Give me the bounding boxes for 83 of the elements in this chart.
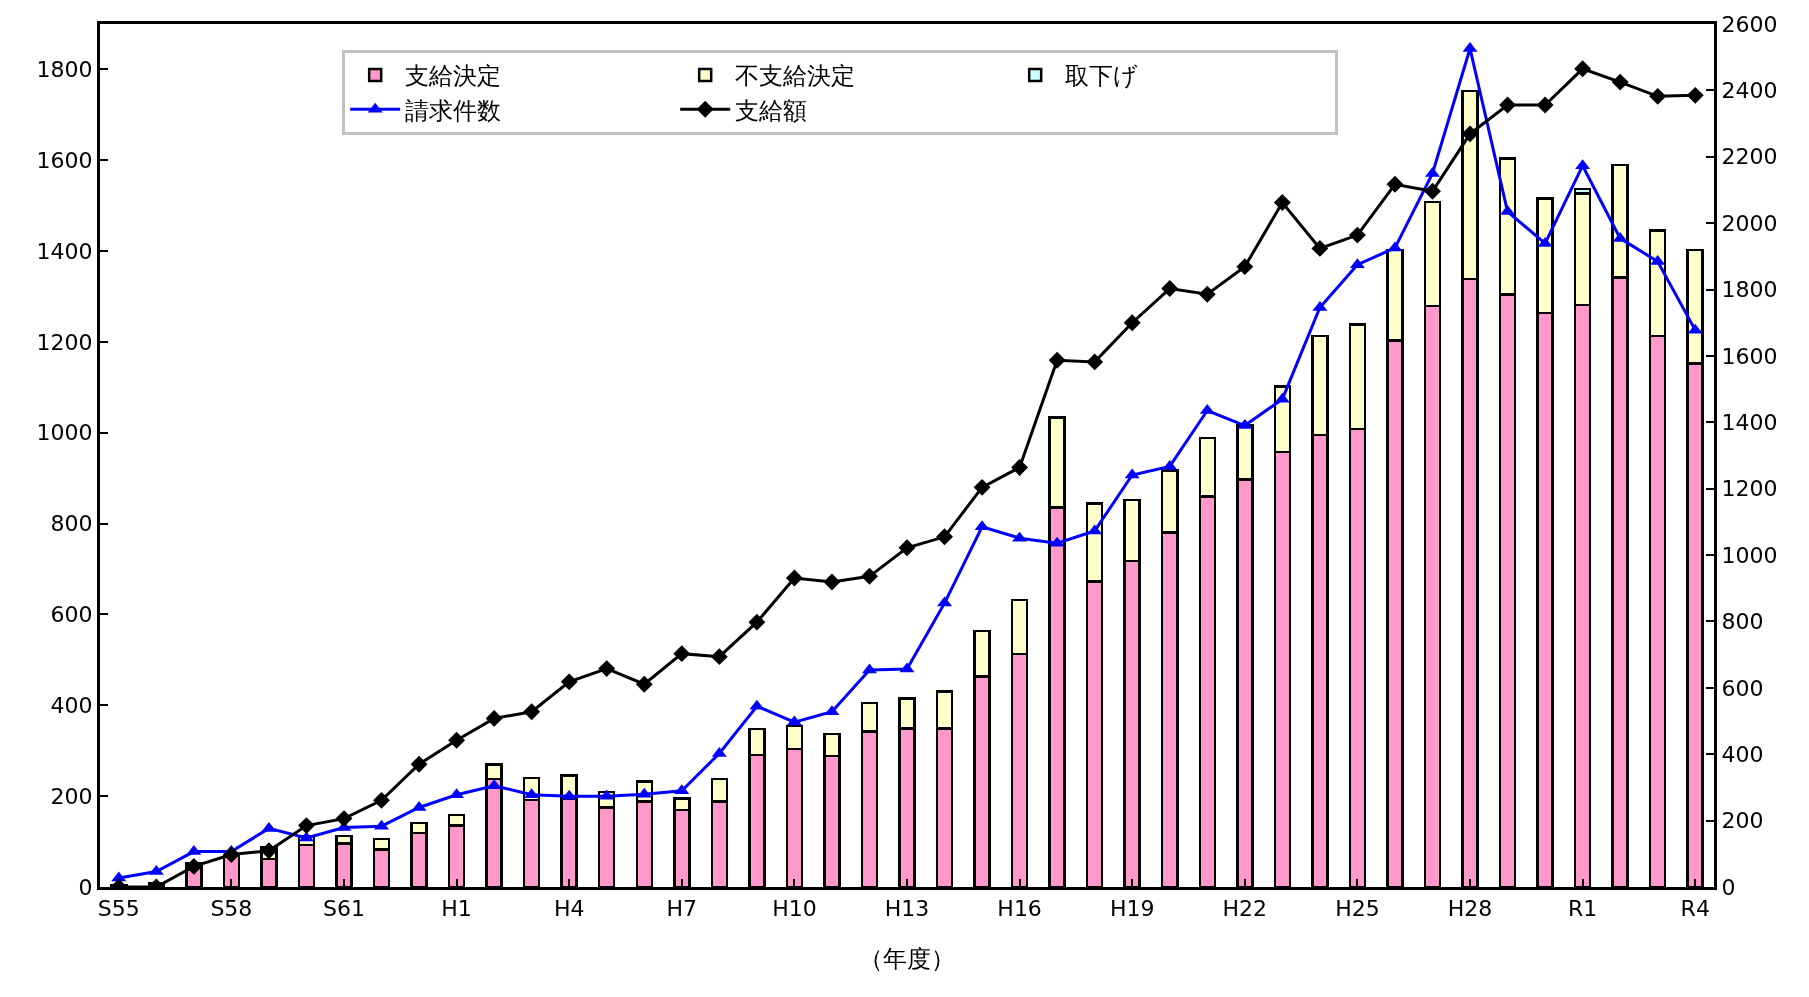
point	[1086, 353, 1104, 371]
x-tick-label: S61	[323, 896, 365, 922]
point	[823, 573, 841, 591]
point	[1011, 459, 1029, 476]
point	[1273, 194, 1291, 212]
x-tick-label: H22	[1222, 896, 1268, 922]
y2-tick-label: 2000	[1721, 210, 1778, 236]
y2-tick-label: 0	[1721, 874, 1736, 900]
legend-label: 支給額	[735, 96, 808, 125]
point	[1123, 314, 1141, 332]
y2-tick-label: 2400	[1721, 78, 1778, 104]
point	[861, 567, 878, 585]
point	[1499, 96, 1517, 114]
x-tick-label: S55	[97, 896, 140, 922]
y2-tick-label: 1400	[1721, 410, 1778, 436]
y2-tick-label: 400	[1721, 741, 1764, 767]
x-tick-label: H13	[884, 896, 930, 922]
point	[1348, 226, 1366, 244]
legend-label: 不支給決定	[735, 62, 856, 91]
point	[523, 703, 541, 721]
point	[335, 810, 353, 828]
x-axis-title: （年度）	[859, 944, 955, 973]
y-tick-label: 800	[50, 511, 93, 537]
point	[373, 791, 390, 809]
point	[448, 731, 466, 749]
y2-tick-label: 800	[1721, 609, 1764, 635]
point	[898, 539, 916, 557]
y-tick-label: 200	[50, 783, 93, 809]
point	[785, 569, 803, 587]
y2-tick-label: 1800	[1721, 277, 1778, 303]
point	[1649, 87, 1667, 105]
y2-tick-label: 600	[1721, 675, 1764, 701]
point	[1611, 73, 1629, 91]
y2-tick-label: 2600	[1721, 11, 1778, 37]
y2-tick-label: 1000	[1721, 542, 1778, 568]
point	[485, 709, 503, 727]
y-tick-label: 1200	[36, 329, 93, 355]
y2-tick-label: 1600	[1721, 343, 1778, 369]
point	[297, 817, 315, 835]
x-tick-label: H7	[666, 896, 698, 922]
x-tick-label: H25	[1335, 896, 1380, 922]
x-tick-label: H10	[772, 896, 817, 922]
x-tick-label: H4	[553, 896, 585, 922]
point	[1048, 351, 1066, 369]
point	[748, 613, 766, 631]
legend-label: 取下げ	[1065, 62, 1139, 91]
point	[635, 675, 653, 693]
y-tick-label: 400	[50, 693, 93, 719]
x-tick-label: H16	[997, 896, 1042, 922]
point	[1574, 60, 1592, 78]
legend-label: 請求件数	[405, 96, 502, 125]
y-tick-label: 1400	[36, 238, 93, 264]
point	[1198, 285, 1216, 303]
y-tick-label: 1000	[36, 420, 93, 446]
point	[1686, 86, 1704, 104]
y-tick-label: 0	[78, 874, 93, 900]
y-tick-label: 1600	[36, 147, 93, 173]
legend-label: 支給決定	[405, 62, 502, 91]
y-tick-label: 600	[50, 602, 93, 628]
y2-tick-label: 200	[1721, 808, 1764, 834]
x-tick-label: H19	[1109, 896, 1155, 922]
y2-tick-label: 1200	[1721, 476, 1778, 502]
point	[1236, 258, 1254, 276]
x-tick-label: R4	[1680, 896, 1710, 922]
y2-tick-label: 2200	[1721, 144, 1778, 170]
point	[560, 673, 578, 691]
y-tick-label: 1800	[36, 57, 93, 83]
x-tick-label: R1	[1567, 896, 1598, 922]
point	[936, 528, 953, 546]
point	[710, 648, 728, 666]
x-tick-label: S58	[210, 896, 253, 922]
x-tick-label: H1	[441, 896, 472, 922]
point	[598, 660, 616, 678]
point	[1424, 182, 1441, 200]
x-tick-label: H28	[1447, 896, 1493, 922]
point	[673, 645, 691, 663]
point	[973, 478, 991, 496]
point	[1536, 96, 1554, 114]
point	[1386, 175, 1404, 193]
point	[1161, 280, 1179, 297]
point	[222, 846, 240, 863]
point	[410, 755, 428, 773]
point	[1311, 239, 1329, 257]
